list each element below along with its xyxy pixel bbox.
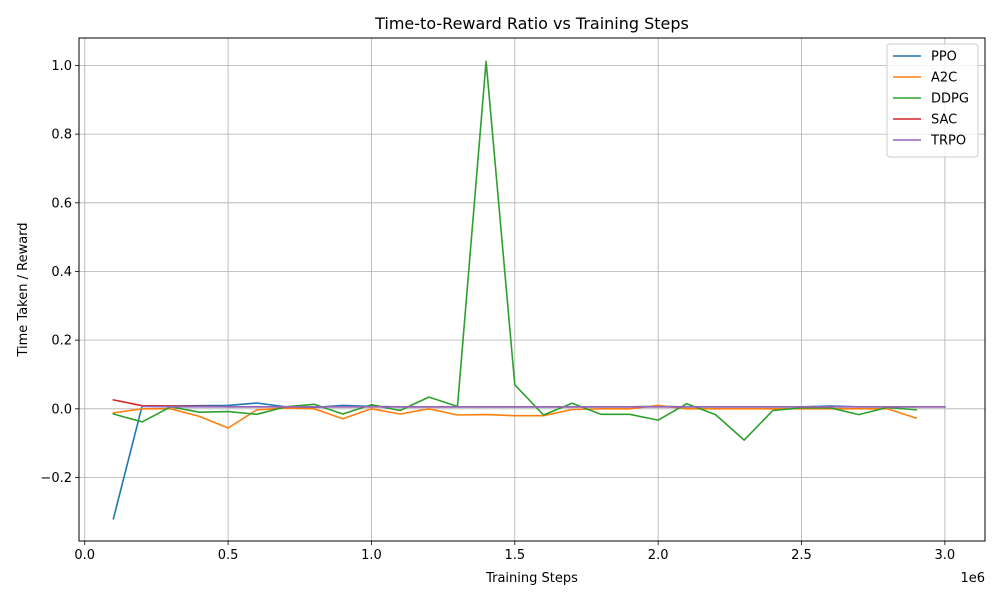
legend-label: PPO	[931, 50, 957, 65]
series-line-ddpg	[112, 60, 918, 441]
x-tick-label: 0.0	[74, 548, 95, 563]
x-axis-offset-label: 1e6	[960, 571, 985, 586]
y-tick-label: 0.0	[51, 402, 72, 417]
y-tick-label: 0.6	[51, 196, 72, 211]
y-tick-label: 1.0	[51, 59, 72, 74]
legend-label: TRPO	[930, 134, 966, 149]
legend-box	[886, 43, 979, 158]
legend-item: PPO	[893, 50, 957, 65]
x-tick-label: 1.5	[504, 548, 525, 563]
x-tick-label: 2.0	[648, 548, 669, 563]
x-tick-label: 3.0	[935, 548, 956, 563]
y-tick-label: 0.2	[51, 334, 72, 349]
y-axis-label: Time Taken / Reward	[16, 222, 31, 357]
legend-item: SAC	[893, 113, 957, 128]
legend-label: DDPG	[931, 92, 969, 107]
legend-item: DDPG	[893, 92, 969, 107]
legend-label: SAC	[931, 113, 957, 128]
legend: PPO A2C DDPG SAC TRPO	[886, 43, 979, 158]
x-tick-label: 2.5	[791, 548, 812, 563]
legend-label: A2C	[931, 71, 957, 86]
y-tick-label: −0.2	[40, 471, 72, 486]
legend-item: A2C	[893, 71, 957, 86]
y-tick-label: 0.4	[51, 265, 72, 280]
series-lines	[112, 60, 946, 520]
x-axis-label: Training Steps	[485, 571, 578, 586]
gridlines	[79, 38, 985, 541]
axis-ticks: 0.0 0.5 1.0 1.5 2.0 2.5 3.0 −0.2 0.0 0.2 0.4 0.6 0.8…	[40, 59, 955, 563]
chart-title: Time-to-Reward Ratio vs Training Steps	[374, 14, 689, 33]
plot-frame	[78, 37, 986, 542]
legend-item: TRPO	[893, 134, 966, 149]
x-tick-label: 1.0	[361, 548, 382, 563]
y-tick-label: 0.8	[51, 128, 72, 143]
x-tick-label: 0.5	[218, 548, 239, 563]
